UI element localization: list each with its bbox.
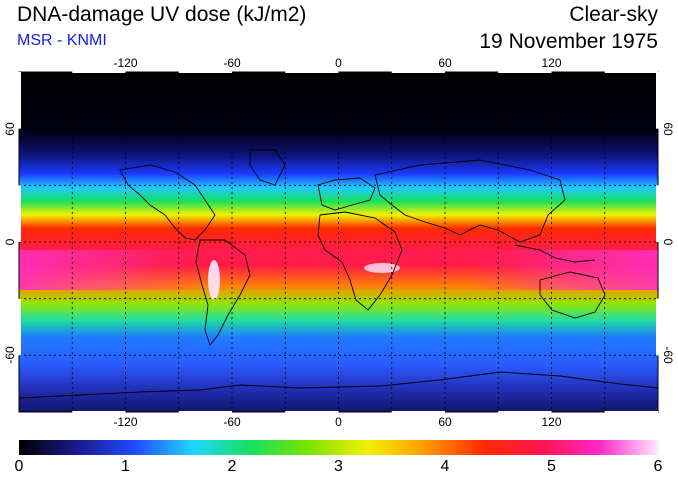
source-label: MSR - KNMI xyxy=(17,32,107,49)
latitude-tick-label: 60 xyxy=(3,121,17,136)
colorbar-tick-label: 2 xyxy=(227,458,237,475)
latitude-tick-label: 60 xyxy=(661,121,675,136)
frame-segment xyxy=(391,70,445,73)
latitude-tick-label: 0 xyxy=(3,238,17,246)
latitude-tick-label: 0 xyxy=(661,238,675,246)
frame-segment xyxy=(656,298,659,356)
frame-segment xyxy=(656,185,659,242)
frame-segment xyxy=(604,70,658,73)
frame-segment xyxy=(285,411,339,414)
frame-segment xyxy=(604,411,658,414)
map-date: 19 November 1975 xyxy=(479,30,658,53)
frame-segment xyxy=(285,70,339,73)
colorbar xyxy=(19,440,658,455)
frame-ticks xyxy=(18,70,659,414)
frame-segment xyxy=(178,70,232,73)
colorbar-tick-label: 4 xyxy=(440,458,450,475)
coastlines xyxy=(19,149,658,399)
frame-segment xyxy=(656,72,659,129)
longitude-tick-label: 60 xyxy=(438,56,452,70)
longitude-tick-label: -60 xyxy=(223,415,241,429)
colorbar-tick-label: 0 xyxy=(14,458,24,475)
frame-segment xyxy=(72,411,126,414)
frame-segment xyxy=(18,185,21,242)
longitude-tick-label: 60 xyxy=(438,415,452,429)
frame-segment xyxy=(18,298,21,356)
sky-condition: Clear-sky xyxy=(569,3,658,26)
colorbar-tick-label: 6 xyxy=(653,458,663,475)
longitude-tick-label: 120 xyxy=(541,415,562,429)
colorbar-tick-label: 5 xyxy=(547,458,556,475)
graticule xyxy=(19,72,658,412)
andes-highlight xyxy=(208,260,220,300)
frame-segment xyxy=(178,411,232,414)
latitude-tick-label: -60 xyxy=(661,346,675,364)
longitude-tick-label: -60 xyxy=(223,56,241,70)
frame-segment xyxy=(18,72,21,129)
colorbar-tick-label: 3 xyxy=(334,458,343,475)
longitude-tick-label: 0 xyxy=(335,415,342,429)
longitude-tick-label: -120 xyxy=(113,56,138,70)
frame-segment xyxy=(391,411,445,414)
africa-highlight xyxy=(364,263,400,273)
frame-segment xyxy=(498,70,552,73)
frame-segment xyxy=(498,411,552,414)
map-title: DNA-damage UV dose (kJ/m2) xyxy=(17,3,307,26)
colorbar-tick-label: 1 xyxy=(121,458,130,475)
longitude-tick-label: -120 xyxy=(113,415,138,429)
longitude-tick-label: 120 xyxy=(541,56,562,70)
longitude-tick-label: 0 xyxy=(335,56,342,70)
latitude-tick-label: -60 xyxy=(3,346,17,364)
frame-segment xyxy=(72,70,126,73)
